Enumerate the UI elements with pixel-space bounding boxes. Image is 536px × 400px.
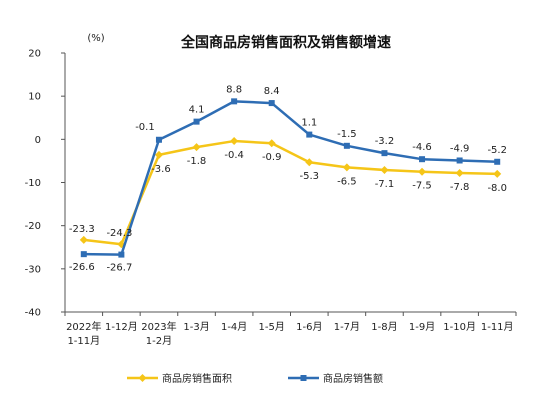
- data-label-area: -1.8: [187, 156, 207, 167]
- y-tick-label: 0: [35, 135, 41, 146]
- legend-label-amount: 商品房销售额: [323, 372, 383, 385]
- data-point-area: [305, 158, 314, 167]
- x-tick-label: 1-11月: [481, 321, 514, 333]
- data-point-area: [342, 163, 351, 172]
- data-label-area: -23.3: [69, 224, 95, 235]
- data-label-amount: -4.9: [450, 143, 470, 154]
- data-point-amount: [306, 131, 313, 138]
- x-tick-label: 2022年: [66, 320, 101, 333]
- y-tick-label: -20: [25, 221, 41, 232]
- data-label-area: -0.4: [224, 150, 244, 161]
- y-tick-label: -40: [25, 308, 41, 319]
- x-tick-label: 1-5月: [259, 321, 285, 333]
- x-tick-label: 1-4月: [221, 321, 247, 333]
- x-tick-label: 1-8月: [371, 321, 397, 333]
- data-label-area: -7.8: [450, 182, 470, 193]
- y-tick-label: 20: [28, 49, 41, 60]
- legend: 商品房销售面积 商品房销售额: [127, 372, 383, 385]
- data-label-amount: -26.6: [69, 262, 95, 273]
- data-label-amount: -3.2: [375, 136, 395, 147]
- y-axis-unit-label: (%): [87, 33, 104, 44]
- legend-label-area: 商品房销售面积: [162, 372, 232, 385]
- series-layer: [79, 98, 502, 258]
- data-point-area: [267, 139, 276, 148]
- x-tick-label: 1-2月: [146, 335, 172, 347]
- data-label-area: -7.5: [412, 181, 432, 192]
- y-tick-label: 10: [28, 92, 41, 103]
- x-tick-label: 1-10月: [443, 321, 476, 333]
- data-point-amount: [80, 251, 87, 258]
- data-point-amount: [381, 150, 388, 157]
- legend-marker-amount: [300, 375, 307, 381]
- data-point-area: [493, 169, 502, 178]
- data-point-amount: [494, 158, 501, 165]
- data-label-amount: 8.4: [264, 86, 280, 97]
- axes-layer: 20 10 0 -10 -20 -30 -40 2022年 1-11月 1-12月 2023年 1-2…: [25, 49, 517, 347]
- legend-marker-area: [138, 374, 147, 382]
- y-tick-label: -30: [25, 264, 41, 275]
- data-label-area: -6.5: [337, 176, 357, 187]
- data-label-area: -7.1: [375, 179, 395, 190]
- chart-title: 全国商品房销售面积及销售额增速: [180, 34, 391, 51]
- data-label-amount: 1.1: [301, 118, 317, 129]
- data-point-amount: [268, 100, 275, 107]
- data-point-area: [192, 143, 201, 152]
- data-point-area: [380, 165, 389, 174]
- data-point-amount: [155, 136, 162, 143]
- data-point-amount: [456, 157, 463, 164]
- data-point-amount: [231, 98, 238, 105]
- data-label-amount: -26.7: [106, 263, 132, 274]
- data-point-area: [418, 167, 427, 176]
- data-point-area: [230, 137, 239, 146]
- x-tick-label: 1-3月: [183, 321, 209, 333]
- series-line-amount: [83, 100, 498, 256]
- y-tick-label: -10: [25, 178, 41, 189]
- data-point-amount: [343, 142, 350, 149]
- data-label-amount: -5.2: [487, 145, 507, 156]
- x-tick-label: 2023年: [141, 320, 176, 333]
- data-point-amount: [193, 118, 200, 125]
- data-point-amount: [419, 156, 426, 163]
- data-label-amount: 4.1: [189, 105, 205, 116]
- x-tick-label: 1-6月: [296, 321, 322, 333]
- data-label-amount: -1.5: [337, 129, 357, 140]
- data-point-amount: [118, 251, 125, 258]
- series-line-area: [83, 139, 498, 246]
- data-label-area: -5.3: [300, 171, 320, 182]
- data-labels-layer: -23.3 -24.3 -3.6 -1.8 -0.4 -0.9 -5.3 -6.5 -7.1 -7…: [69, 84, 507, 273]
- data-label-amount: -0.1: [135, 122, 155, 133]
- data-point-area: [455, 169, 464, 178]
- data-label-area: -3.6: [151, 164, 171, 175]
- data-label-area: -8.0: [487, 183, 507, 194]
- data-label-area: -24.3: [106, 228, 132, 239]
- data-label-amount: -4.6: [412, 142, 432, 153]
- data-label-area: -0.9: [262, 152, 282, 163]
- data-point-area: [79, 235, 88, 244]
- data-label-amount: 8.8: [226, 84, 242, 95]
- data-point-area: [154, 150, 163, 159]
- x-tick-label: 1-12月: [105, 321, 138, 333]
- x-tick-label: 1-11月: [67, 335, 100, 347]
- x-tick-label: 1-9月: [409, 321, 435, 333]
- x-tick-label: 1-7月: [334, 321, 360, 333]
